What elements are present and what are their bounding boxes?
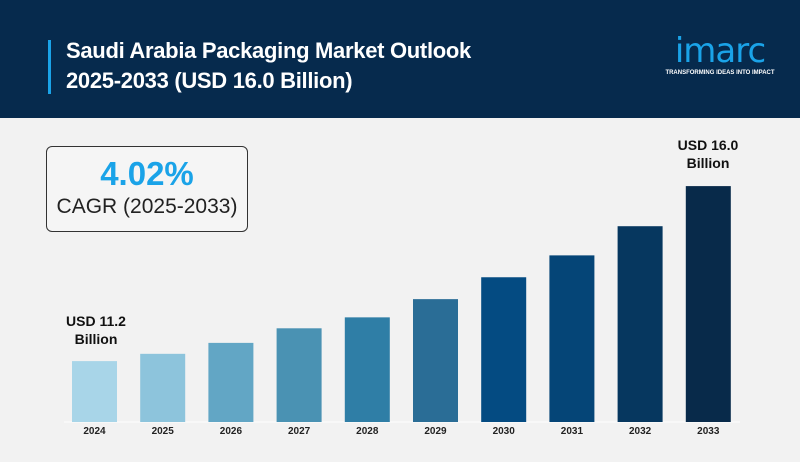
cagr-box: 4.02% CAGR (2025-2033): [46, 146, 248, 232]
x-tick-label: 2029: [424, 426, 447, 437]
bar-2029: [413, 299, 458, 422]
title-accent-bar: [48, 40, 51, 94]
x-tick-label: 2026: [220, 426, 243, 437]
cagr-value: 4.02%: [100, 155, 194, 192]
annotation-start: USD 11.2 Billion: [56, 312, 136, 348]
title-line-2: 2025-2033 (USD 16.0 Billion): [66, 68, 353, 93]
x-tick-label: 2024: [83, 426, 106, 437]
header-banner: Saudi Arabia Packaging Market Outlook 20…: [0, 0, 800, 118]
bar-2032: [617, 226, 663, 422]
bar-2028: [344, 317, 390, 422]
bar-2030: [481, 277, 527, 422]
bar-2025: [140, 353, 186, 422]
annotation-start-line1: USD 11.2: [66, 313, 126, 329]
bar-2027: [276, 328, 322, 422]
bar-2026: [208, 342, 254, 422]
logo-tagline: TRANSFORMING IDEAS INTO IMPACT: [665, 70, 775, 76]
x-tick-label: 2031: [561, 426, 584, 437]
title-line-1: Saudi Arabia Packaging Market Outlook: [66, 38, 471, 63]
annotation-start-line2: Billion: [74, 331, 118, 347]
logo-word: imarc: [674, 31, 766, 71]
bar-2033: [685, 186, 731, 422]
bar-2024: [72, 361, 117, 422]
imarc-logo: imarc TRANSFORMING IDEAS INTO IMPACT: [660, 34, 780, 76]
x-tick-label: 2032: [629, 426, 652, 437]
x-tick-label: 2027: [288, 426, 311, 437]
x-tick-label: 2030: [493, 426, 516, 437]
cagr-label: CAGR (2025-2033): [56, 195, 238, 218]
x-tick-label: 2025: [152, 426, 175, 437]
bar-2031: [549, 255, 595, 422]
x-tick-label: 2028: [356, 426, 379, 437]
annotation-end: USD 16.0 Billion: [668, 136, 748, 172]
annotation-end-line2: Billion: [686, 155, 730, 171]
annotation-end-line1: USD 16.0: [677, 137, 739, 153]
page-title: Saudi Arabia Packaging Market Outlook 20…: [66, 36, 471, 96]
x-tick-label: 2033: [697, 426, 720, 437]
